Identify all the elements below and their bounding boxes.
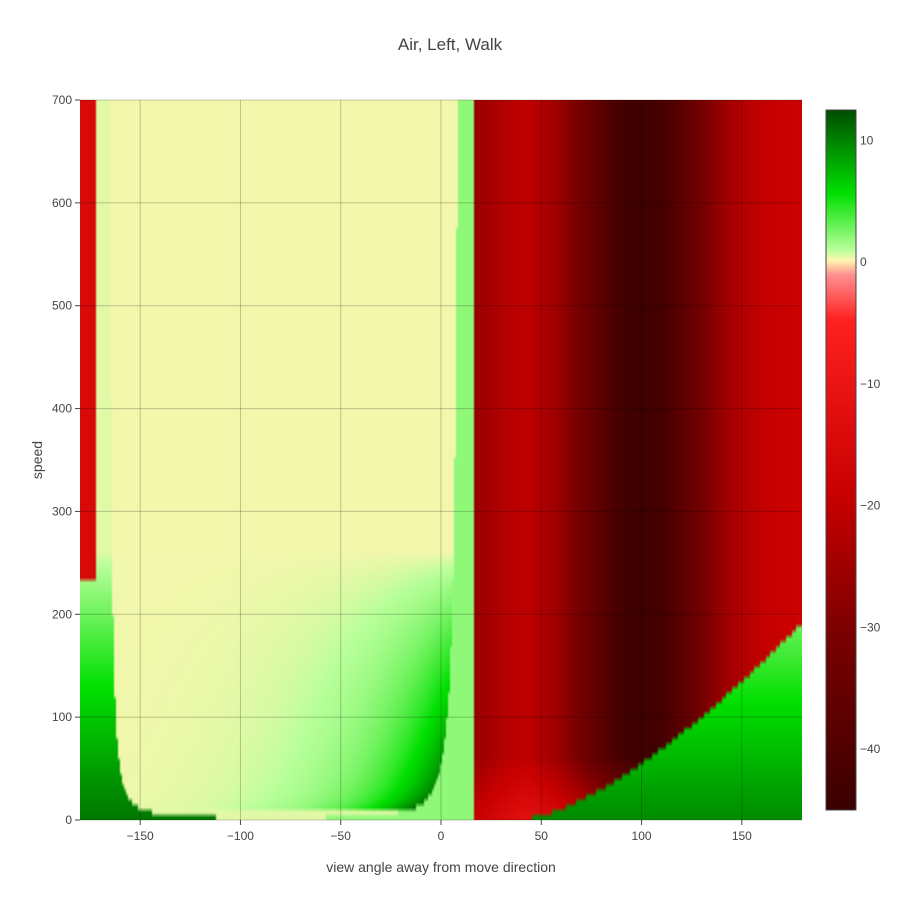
x-axis-ticks: −150 −100 −50 0 50 100 150 <box>127 820 752 843</box>
x-tick-label: −150 <box>127 829 154 843</box>
x-tick-label: 0 <box>438 829 445 843</box>
y-tick-label: 400 <box>52 402 72 416</box>
heatmap-image <box>80 100 802 820</box>
y-tick-label: 0 <box>65 813 72 827</box>
colorbar-tick-label: 10 <box>860 133 874 147</box>
colorbar-gradient <box>825 109 857 811</box>
x-tick-label: 50 <box>535 829 549 843</box>
colorbar-tick-label: −40 <box>860 742 881 756</box>
y-axis-title: speed <box>29 441 45 479</box>
heatmap-area <box>80 100 802 820</box>
y-tick-label: 700 <box>52 93 72 107</box>
x-axis-title: view angle away from move direction <box>326 859 556 875</box>
chart-title: Air, Left, Walk <box>398 35 503 54</box>
x-tick-label: −100 <box>227 829 254 843</box>
y-axis-ticks: 0 100 200 300 400 500 600 700 <box>52 93 80 827</box>
colorbar: 10 0 −10 −20 −30 −40 <box>825 109 881 811</box>
y-tick-label: 300 <box>52 504 72 518</box>
grid-lines <box>80 99 802 821</box>
colorbar-tick-label: −10 <box>860 377 881 391</box>
colorbar-tick-label: 0 <box>860 255 867 269</box>
colorbar-tick-label: −30 <box>860 620 881 634</box>
colorbar-ticks: 10 0 −10 −20 −30 −40 <box>860 133 881 756</box>
y-tick-label: 100 <box>52 710 72 724</box>
colorbar-tick-label: −20 <box>860 499 881 513</box>
y-tick-label: 500 <box>52 299 72 313</box>
y-tick-label: 200 <box>52 607 72 621</box>
x-tick-label: 150 <box>732 829 752 843</box>
y-tick-label: 600 <box>52 196 72 210</box>
x-tick-label: −50 <box>331 829 352 843</box>
x-tick-label: 100 <box>632 829 652 843</box>
